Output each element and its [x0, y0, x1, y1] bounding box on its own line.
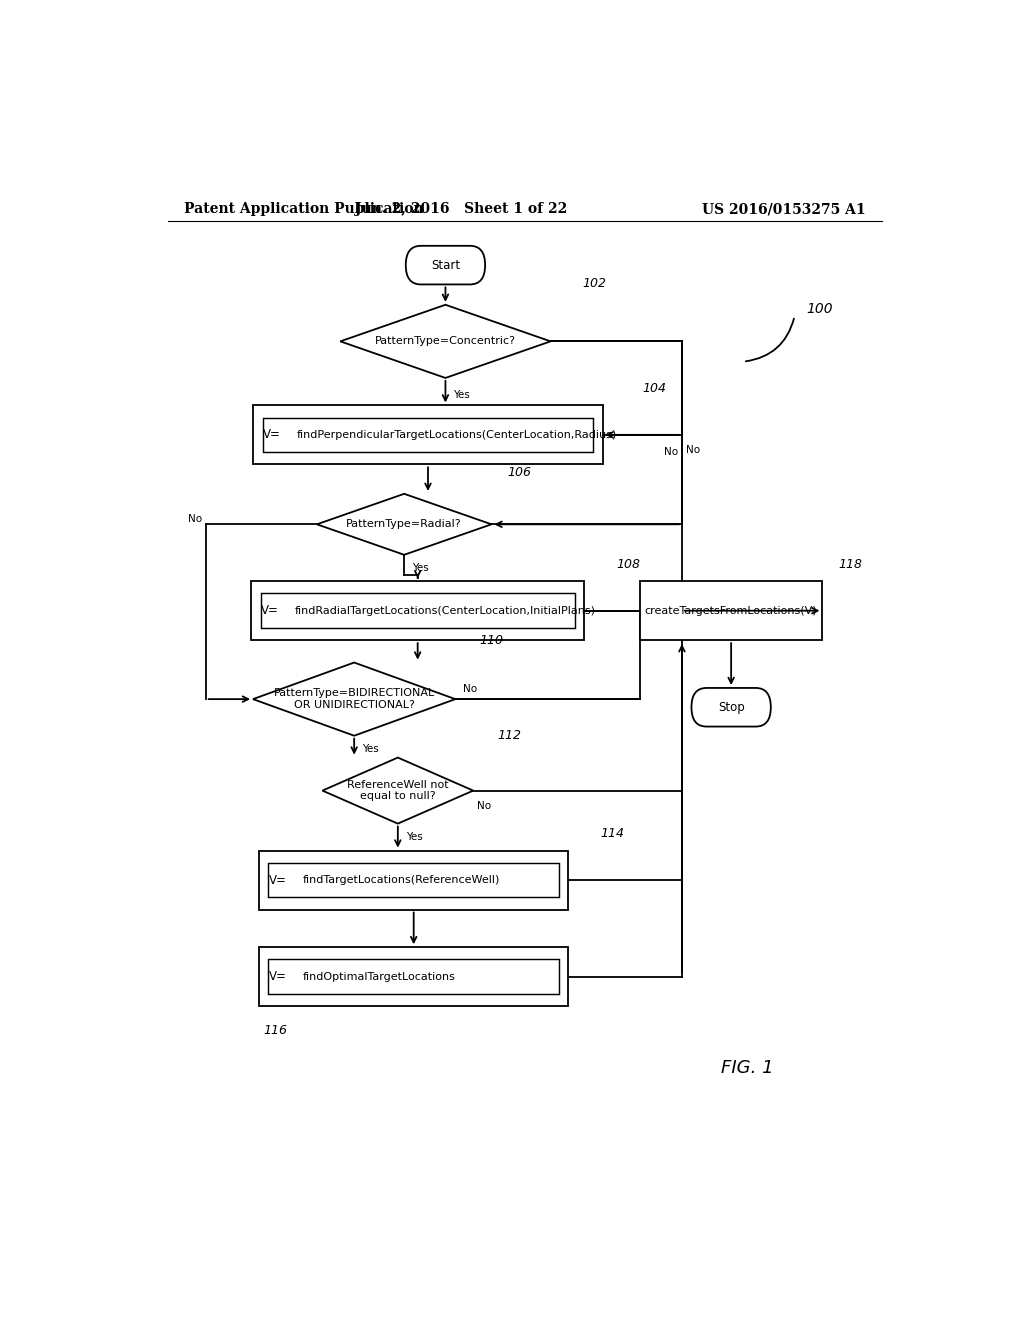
- Bar: [268, 960, 559, 994]
- Text: PatternType=Concentric?: PatternType=Concentric?: [375, 337, 516, 346]
- Polygon shape: [316, 494, 492, 554]
- Bar: [260, 594, 574, 628]
- Text: V=: V=: [263, 429, 281, 441]
- Bar: [253, 405, 602, 465]
- Text: Jun. 2, 2016   Sheet 1 of 22: Jun. 2, 2016 Sheet 1 of 22: [355, 202, 567, 216]
- Text: Patent Application Publication: Patent Application Publication: [183, 202, 423, 216]
- Text: createTargetsFromLocations(V): createTargetsFromLocations(V): [645, 606, 817, 615]
- Bar: [268, 863, 559, 898]
- Text: findRadialTargetLocations(CenterLocation,InitialPlans): findRadialTargetLocations(CenterLocation…: [295, 606, 596, 615]
- Text: 100: 100: [807, 302, 834, 315]
- Text: Yes: Yes: [362, 744, 379, 754]
- Bar: [259, 948, 568, 1006]
- Text: findTargetLocations(ReferenceWell): findTargetLocations(ReferenceWell): [303, 875, 500, 884]
- Text: 116: 116: [263, 1024, 287, 1038]
- Text: 106: 106: [507, 466, 531, 479]
- Text: Yes: Yes: [406, 832, 423, 842]
- Text: 104: 104: [642, 383, 667, 395]
- Text: ReferenceWell not
equal to null?: ReferenceWell not equal to null?: [347, 780, 449, 801]
- Text: 118: 118: [839, 558, 862, 572]
- Text: V=: V=: [268, 970, 287, 983]
- Bar: [640, 581, 822, 640]
- Bar: [259, 850, 568, 909]
- Text: Start: Start: [431, 259, 460, 272]
- Text: 114: 114: [600, 828, 625, 841]
- Bar: [263, 417, 593, 453]
- Text: No: No: [664, 447, 678, 457]
- FancyBboxPatch shape: [691, 688, 771, 726]
- Text: findPerpendicularTargetLocations(CenterLocation,Radius): findPerpendicularTargetLocations(CenterL…: [297, 430, 617, 440]
- Text: PatternType=Radial?: PatternType=Radial?: [346, 519, 462, 529]
- Text: 102: 102: [583, 276, 606, 289]
- Text: V=: V=: [260, 605, 279, 618]
- Text: Yes: Yes: [454, 391, 470, 400]
- Text: No: No: [463, 684, 477, 694]
- Text: US 2016/0153275 A1: US 2016/0153275 A1: [702, 202, 866, 216]
- FancyBboxPatch shape: [406, 246, 485, 284]
- Bar: [251, 581, 585, 640]
- Text: Yes: Yes: [412, 562, 429, 573]
- Text: V=: V=: [268, 874, 287, 887]
- Text: 110: 110: [479, 635, 503, 647]
- Text: No: No: [187, 515, 202, 524]
- Polygon shape: [340, 305, 551, 378]
- Text: No: No: [686, 445, 700, 455]
- Text: No: No: [477, 801, 492, 810]
- Polygon shape: [323, 758, 473, 824]
- Text: PatternType=BIDIRECTIONAL
OR UNIDIRECTIONAL?: PatternType=BIDIRECTIONAL OR UNIDIRECTIO…: [273, 688, 435, 710]
- Text: Stop: Stop: [718, 701, 744, 714]
- Text: 108: 108: [616, 558, 640, 572]
- Polygon shape: [253, 663, 456, 735]
- Text: FIG. 1: FIG. 1: [721, 1059, 773, 1077]
- Text: findOptimalTargetLocations: findOptimalTargetLocations: [303, 972, 456, 982]
- Text: 112: 112: [497, 730, 521, 742]
